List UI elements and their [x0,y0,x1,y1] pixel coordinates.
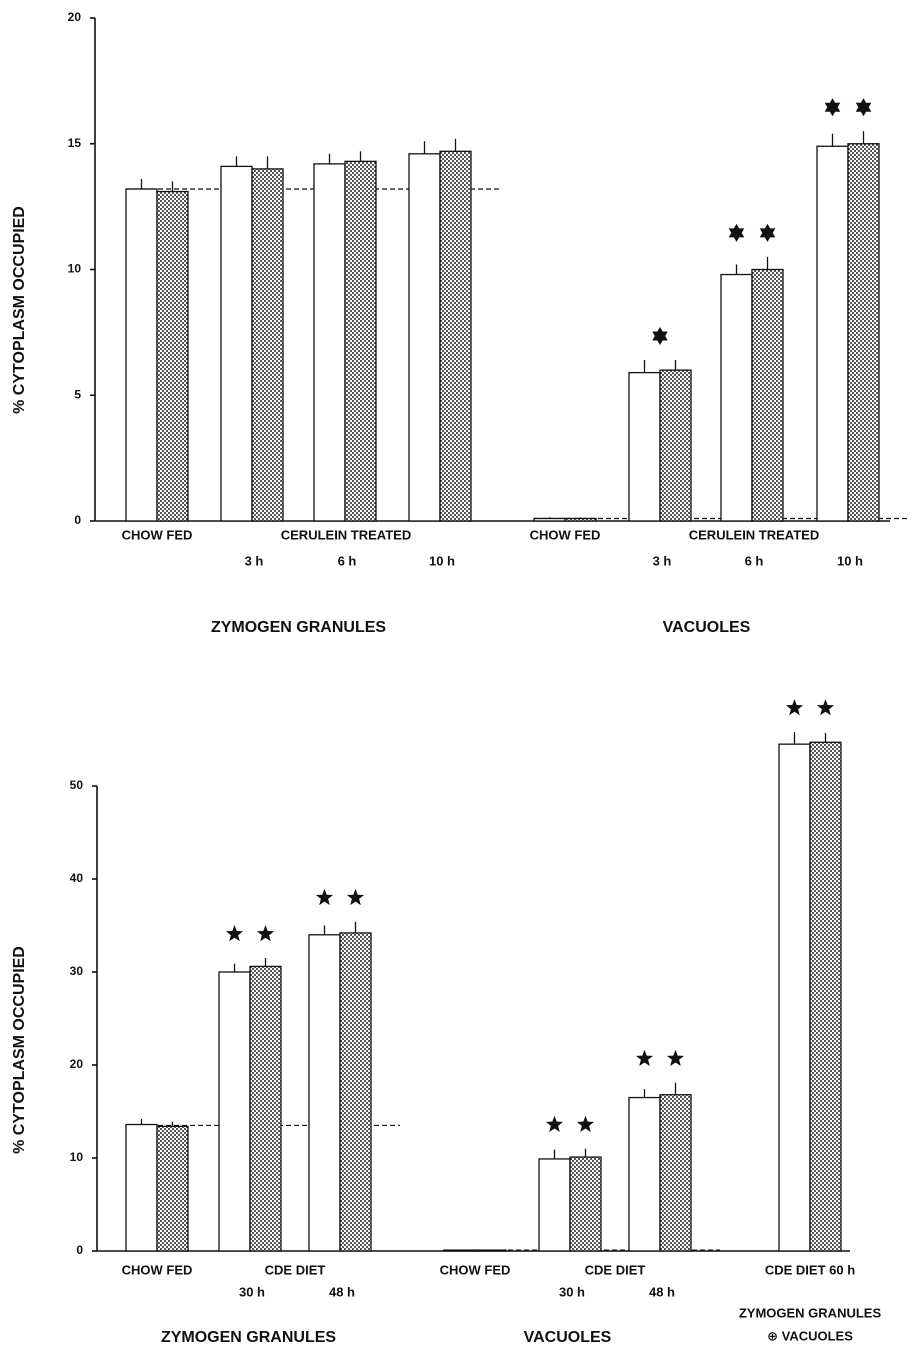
bar [408,153,441,522]
treatment-label: CHOW FED [530,527,601,542]
significance-star [576,1115,595,1132]
group-label: ZYMOGEN GRANULES [161,1329,336,1346]
treatment-label: CDE DIET [265,1262,326,1277]
y-tick-label: 30 [70,964,84,978]
bar [659,1094,692,1252]
bar [778,743,811,1252]
treatment-label: CERULEIN TREATED [689,527,819,542]
treatment-label: CERULEIN TREATED [281,527,411,542]
treatment-label: CDE DIET 60 h [765,1262,855,1277]
bar [564,517,597,522]
y-tick-label: 10 [70,1150,84,1164]
bar [156,1125,189,1252]
significance-star [315,888,334,906]
y-tick-label: 5 [74,387,81,401]
bar [474,1249,507,1252]
y-axis-label: % CYTOPLASM OCCUPIED [11,946,28,1154]
x-tick-label: 3 h [653,553,672,568]
significance-star [824,98,841,117]
significance-star [346,888,365,906]
bar [251,168,284,522]
bar [218,971,251,1252]
y-tick-label: 10 [68,262,82,276]
y-tick-label: 20 [70,1057,84,1071]
significance-star [785,699,804,716]
bar [659,369,692,522]
x-tick-label: 10 h [837,553,863,568]
group-label: ZYMOGEN GRANULES [211,619,386,636]
bar [220,165,253,522]
x-tick-label: 6 h [745,553,764,568]
bar [751,268,784,522]
treatment-label: CHOW FED [122,1262,193,1277]
bar [249,965,282,1252]
x-tick-label: 48 h [329,1284,355,1299]
significance-star [225,925,244,942]
x-tick-label: 10 h [429,553,455,568]
bar [538,1158,571,1252]
bar [344,160,377,522]
y-tick-label: 50 [70,778,84,792]
bar [439,150,472,522]
treatment-label: CDE DIET [585,1262,646,1277]
group-label: VACUOLES [524,1329,612,1346]
treatment-label: CHOW FED [440,1262,511,1277]
significance-star [256,925,275,942]
y-tick-label: 0 [74,513,81,527]
group-label: VACUOLES [663,619,751,636]
bar [339,932,372,1252]
bar [533,517,566,522]
x-tick-label: 6 h [338,553,357,568]
group-label: ⊕ VACUOLES [767,1328,853,1343]
group-label: ZYMOGEN GRANULES [739,1305,882,1320]
x-tick-label: 30 h [559,1284,585,1299]
bar [156,190,189,522]
x-tick-label: 30 h [239,1284,265,1299]
x-tick-label: 3 h [245,553,264,568]
x-tick-label: 48 h [649,1284,675,1299]
significance-star [652,327,668,345]
y-tick-label: 15 [68,136,82,150]
bar [443,1249,476,1252]
bar [125,188,158,522]
significance-star [635,1049,654,1066]
bar [628,1096,661,1252]
bar [847,143,880,522]
bar [308,934,341,1252]
significance-star [728,223,745,242]
y-tick-label: 40 [70,871,84,885]
significance-star [759,223,776,242]
bar [816,145,849,522]
bar [313,163,346,522]
bar [569,1156,602,1252]
y-tick-label: 0 [76,1243,83,1257]
bar [125,1123,158,1252]
treatment-label: CHOW FED [122,527,193,542]
bar [809,741,842,1252]
significance-star [545,1115,564,1132]
bar [720,273,753,522]
y-tick-label: 20 [68,10,82,24]
y-axis-label: % CYTOPLASM OCCUPIED [11,206,28,414]
significance-star [855,98,872,117]
significance-star [816,699,835,716]
bar [628,371,661,522]
significance-star [666,1049,685,1066]
